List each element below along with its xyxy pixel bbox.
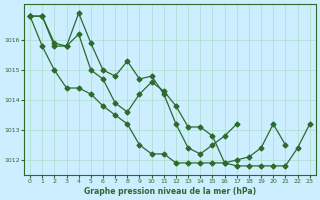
X-axis label: Graphe pression niveau de la mer (hPa): Graphe pression niveau de la mer (hPa) [84,187,256,196]
